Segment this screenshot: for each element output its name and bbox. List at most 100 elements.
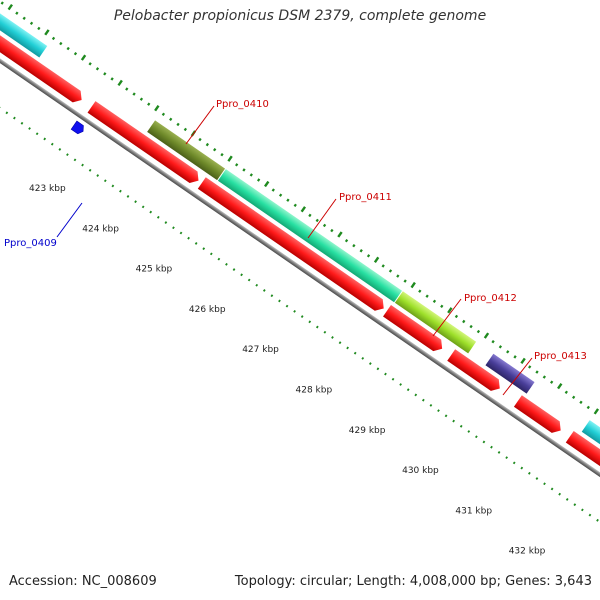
scale-label: 432 kbp bbox=[509, 547, 546, 557]
scale-tick bbox=[564, 390, 568, 394]
scale-label: 426 kbp bbox=[189, 305, 226, 315]
scale-tick bbox=[520, 357, 526, 365]
scale-label: 424 kbp bbox=[82, 224, 119, 234]
cds-arrow bbox=[383, 304, 443, 352]
scale-tick bbox=[308, 213, 312, 218]
scale-tick bbox=[51, 36, 56, 41]
scale-tick bbox=[432, 299, 437, 303]
gene-labels: Ppro_0409 Ppro_0410 Ppro_0411 Ppro_0412 … bbox=[4, 99, 587, 362]
scale-tick bbox=[410, 281, 416, 289]
scale-tick bbox=[315, 218, 319, 223]
scale-tick bbox=[330, 228, 334, 233]
feature-block-navy bbox=[485, 353, 535, 394]
scale-tick bbox=[579, 400, 583, 405]
scale-tick bbox=[278, 193, 283, 197]
scale-tick bbox=[37, 26, 41, 31]
scale-tick bbox=[183, 127, 188, 132]
scale-tick bbox=[352, 244, 356, 248]
scale-tick bbox=[88, 62, 92, 66]
callout-line-ppro-0412 bbox=[432, 298, 462, 337]
genome-backbone bbox=[0, 11, 600, 526]
scale-tick bbox=[66, 46, 70, 51]
scale-label: 427 kbp bbox=[242, 345, 279, 355]
scale-tick bbox=[271, 188, 275, 192]
scale-tick bbox=[147, 102, 151, 106]
scale-tick bbox=[300, 206, 307, 213]
scale-label: 423 kbp bbox=[29, 184, 66, 194]
scale-tick bbox=[80, 54, 87, 61]
scale-tick bbox=[15, 11, 19, 15]
scale-tick bbox=[198, 137, 202, 142]
callout-line-ppro-0410 bbox=[185, 105, 215, 145]
scale-tick bbox=[139, 97, 144, 101]
scale-tick bbox=[154, 105, 160, 112]
scale-tick bbox=[506, 350, 510, 354]
feature-block-olive bbox=[147, 120, 226, 181]
scale-tick bbox=[476, 329, 481, 334]
cds-arrow bbox=[0, 1, 82, 103]
accession-text: Accession: NC_008609 bbox=[9, 574, 157, 589]
callout-line-ppro-0411 bbox=[307, 198, 337, 239]
scale-tick bbox=[322, 223, 327, 228]
scale-label: 430 kbp bbox=[402, 466, 439, 476]
scale-tick bbox=[110, 77, 114, 81]
scale-tick bbox=[103, 72, 107, 76]
scale-tick bbox=[227, 155, 233, 162]
inner-ruler-line bbox=[0, 38, 600, 563]
scale-tick bbox=[29, 21, 34, 26]
scale-tick bbox=[535, 370, 539, 374]
cds-arrow bbox=[197, 177, 384, 311]
scale-tick bbox=[344, 238, 349, 243]
scale-tick bbox=[491, 340, 495, 344]
scale-tick bbox=[454, 314, 459, 319]
scale-tick bbox=[550, 380, 554, 384]
scale-tick bbox=[95, 67, 100, 71]
scale-tick bbox=[593, 408, 600, 415]
cds-arrow bbox=[447, 349, 500, 391]
scale-tick bbox=[293, 203, 297, 207]
scale-tick bbox=[388, 269, 393, 273]
scale-tick bbox=[132, 92, 136, 96]
scale-tick bbox=[117, 79, 123, 87]
scale-tick bbox=[22, 16, 26, 20]
scale-tick bbox=[73, 51, 78, 56]
gene-label-ppro-0409[interactable]: Ppro_0409 bbox=[4, 238, 57, 249]
scale-tick bbox=[586, 405, 590, 410]
scale-tick bbox=[213, 147, 217, 152]
scale-tick bbox=[373, 256, 380, 263]
scale-tick bbox=[513, 355, 517, 359]
scale-tick bbox=[498, 345, 503, 349]
gene-label-ppro-0413[interactable]: Ppro_0413 bbox=[534, 351, 587, 362]
kbp-label-group: 423 kbp 424 kbp 425 kbp 426 kbp 427 kbp 428 k… bbox=[29, 184, 546, 557]
scale-tick bbox=[440, 304, 444, 309]
scale-tick bbox=[557, 382, 563, 390]
scale-tick bbox=[256, 178, 261, 182]
scale-tick bbox=[0, 1, 4, 5]
scale-tick bbox=[176, 122, 180, 127]
scale-tick bbox=[44, 29, 50, 36]
scale-tick bbox=[381, 264, 385, 268]
scale-label: 425 kbp bbox=[136, 265, 173, 275]
scale-tick bbox=[403, 279, 407, 283]
scale-tick bbox=[249, 173, 253, 177]
outer-tick-track bbox=[0, 1, 600, 415]
scale-tick bbox=[242, 168, 246, 172]
scale-label: 431 kbp bbox=[455, 506, 492, 516]
scale-tick bbox=[286, 198, 290, 202]
feature-block-cyan bbox=[0, 0, 48, 58]
gene-label-ppro-0412[interactable]: Ppro_0412 bbox=[464, 293, 517, 304]
map-title: Pelobacter propionicus DSM 2379, complet… bbox=[113, 8, 487, 24]
callout-lines bbox=[56, 105, 533, 396]
scale-tick bbox=[366, 254, 371, 258]
scale-tick bbox=[425, 294, 429, 298]
cds-arrow bbox=[513, 395, 561, 433]
scale-tick bbox=[542, 375, 546, 379]
scale-tick bbox=[418, 289, 422, 293]
scale-tick bbox=[220, 153, 224, 157]
gene-label-ppro-0411[interactable]: Ppro_0411 bbox=[339, 192, 392, 203]
scale-tick bbox=[7, 3, 13, 11]
gene-marker-ppro-0409[interactable] bbox=[70, 120, 86, 135]
forward-cds-track bbox=[0, 1, 600, 490]
gene-label-ppro-0410[interactable]: Ppro_0410 bbox=[216, 99, 269, 110]
